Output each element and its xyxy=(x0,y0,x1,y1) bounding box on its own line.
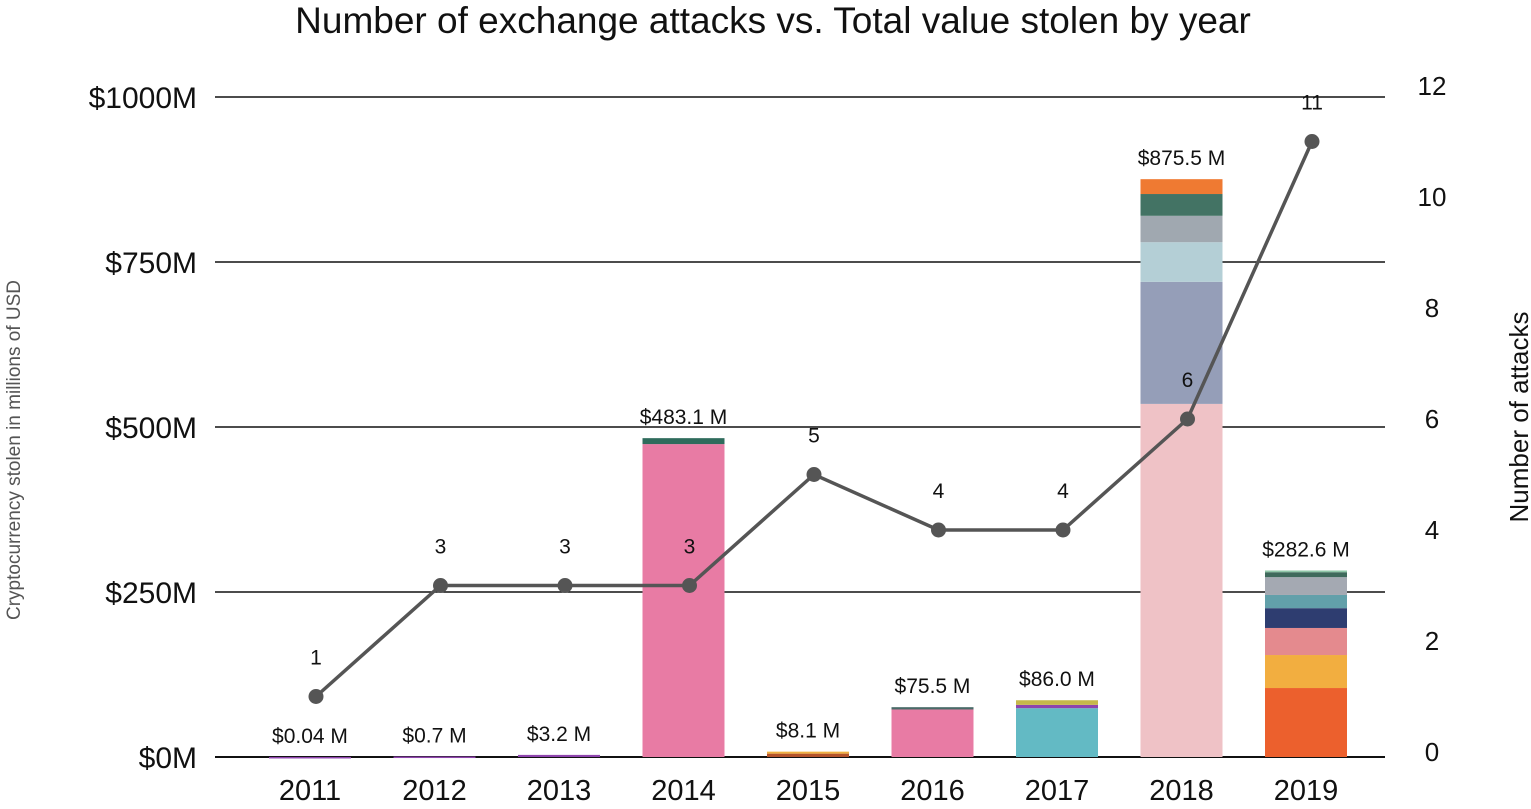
bar-segment xyxy=(1265,570,1347,573)
bar-segment xyxy=(1140,215,1223,243)
y-axis-title: Cryptocurrency stolen in millions of USD xyxy=(4,280,25,620)
bar-segment xyxy=(891,709,974,757)
y2-tick-label: 6 xyxy=(1425,404,1439,434)
y2-tick-label: 10 xyxy=(1418,182,1447,212)
y-tick-label: $250M xyxy=(105,577,197,610)
y-tick-label: $500M xyxy=(105,412,197,445)
x-tick-label: 2016 xyxy=(900,775,965,807)
y-tick-label: $0M xyxy=(139,742,197,775)
bar-segment xyxy=(1265,608,1347,628)
y-tick-label: $1000M xyxy=(89,82,197,115)
x-tick-label: 2017 xyxy=(1025,775,1090,807)
x-tick-label: 2011 xyxy=(279,775,341,807)
bar-segment xyxy=(1016,704,1098,709)
bar-segment xyxy=(1265,594,1347,609)
attacks-count-label: 11 xyxy=(1301,92,1323,115)
bar-segment xyxy=(767,753,849,757)
bar-total-label: $0.7 M xyxy=(402,725,466,748)
bar-segment xyxy=(1265,572,1347,578)
attacks-count-label: 4 xyxy=(933,480,945,503)
attacks-count-label: 6 xyxy=(1182,369,1194,392)
attacks-point xyxy=(433,578,448,593)
attacks-point xyxy=(1055,522,1071,538)
bar-segment xyxy=(1140,281,1223,404)
x-tick-label: 2018 xyxy=(1149,775,1214,807)
bar-segment xyxy=(518,754,600,757)
bar-segment xyxy=(1140,194,1223,216)
y-tick-label: $750M xyxy=(105,247,197,280)
bar-segment xyxy=(891,707,974,710)
y2-tick-label: 12 xyxy=(1418,71,1447,101)
attacks-point xyxy=(1180,411,1195,427)
bar-total-label: $875.5 M xyxy=(1138,147,1226,170)
bar-total-label: $0.04 M xyxy=(272,725,348,748)
bar-segment xyxy=(1265,577,1347,595)
bar-segment xyxy=(642,438,725,445)
bar-segment xyxy=(1265,627,1347,656)
attacks-point xyxy=(308,689,324,704)
x-tick-label: 2015 xyxy=(776,775,841,807)
attacks-count-label: 4 xyxy=(1057,480,1069,503)
bar-segment xyxy=(767,751,849,754)
attacks-count-label: 5 xyxy=(808,425,820,448)
bar-total-label: $75.5 M xyxy=(895,675,971,698)
bar-segment xyxy=(1016,708,1098,757)
y2-tick-label: 2 xyxy=(1425,626,1439,656)
x-tick-label: 2013 xyxy=(527,775,592,807)
bar-total-label: $86.0 M xyxy=(1019,668,1095,691)
bar-total-label: $483.1 M xyxy=(640,406,728,429)
y2-tick-label: 0 xyxy=(1425,737,1439,767)
x-tick-label: 2014 xyxy=(651,775,716,807)
attacks-point xyxy=(682,578,697,593)
bar-segment xyxy=(269,756,351,759)
y2-axis-title: Number of attacks xyxy=(1504,312,1531,523)
bar-segment xyxy=(1265,688,1347,757)
bar-total-label: $8.1 M xyxy=(776,720,840,743)
bar-segment xyxy=(1265,655,1347,689)
bar-segment xyxy=(393,756,476,759)
y2-tick-label: 4 xyxy=(1425,515,1439,545)
attacks-count-label: 3 xyxy=(559,536,571,559)
attacks-count-label: 3 xyxy=(684,536,696,559)
bar-segment xyxy=(1140,179,1223,195)
y2-tick-label: 8 xyxy=(1425,293,1439,323)
attacks-point xyxy=(1304,134,1320,149)
bar-segment xyxy=(1140,403,1223,757)
attacks-count-label: 3 xyxy=(435,536,447,559)
bar-segment xyxy=(642,444,725,757)
attacks-point xyxy=(806,467,822,482)
x-tick-label: 2012 xyxy=(402,775,467,807)
attacks-point xyxy=(557,578,573,593)
attacks-point xyxy=(931,522,946,538)
chart-title: Number of exchange attacks vs. Total val… xyxy=(295,0,1251,41)
bar-total-label: $3.2 M xyxy=(527,723,591,746)
bar-segment xyxy=(1016,700,1098,705)
x-tick-label: 2019 xyxy=(1274,775,1339,807)
bar-total-label: $282.6 M xyxy=(1262,538,1350,561)
bar-segment xyxy=(1140,242,1223,282)
attacks-count-label: 1 xyxy=(310,647,322,670)
